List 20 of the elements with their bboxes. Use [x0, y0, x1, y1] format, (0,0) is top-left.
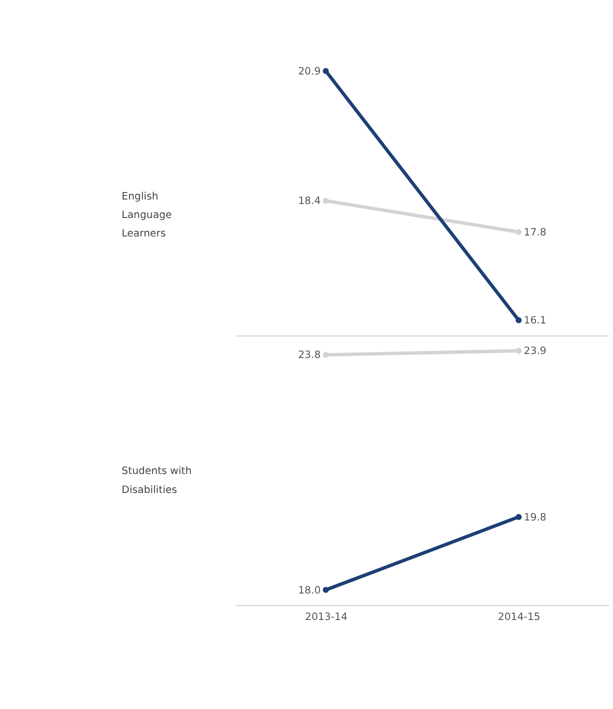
point — [516, 228, 522, 235]
point — [322, 352, 329, 358]
x-tick-label: 2014-15 — [498, 612, 540, 623]
x-tick-label: 2013-14 — [304, 612, 348, 623]
data-label: 23.8 — [298, 350, 321, 362]
data-label: 18.0 — [298, 585, 321, 596]
data-label: 19.8 — [524, 512, 546, 524]
y-axis-title: English Language Learners — [122, 191, 172, 240]
point — [516, 514, 522, 520]
point — [322, 68, 329, 74]
point — [322, 586, 329, 593]
point — [516, 317, 522, 324]
point — [516, 348, 522, 354]
y-axis-title: Students with Disabilities — [122, 466, 192, 496]
data-label: 16.1 — [524, 316, 546, 327]
data-label: 23.9 — [524, 346, 546, 358]
data-label: 18.4 — [298, 196, 321, 208]
point — [322, 198, 329, 204]
data-label: 17.8 — [524, 227, 546, 238]
data-label: 20.9 — [298, 66, 321, 78]
